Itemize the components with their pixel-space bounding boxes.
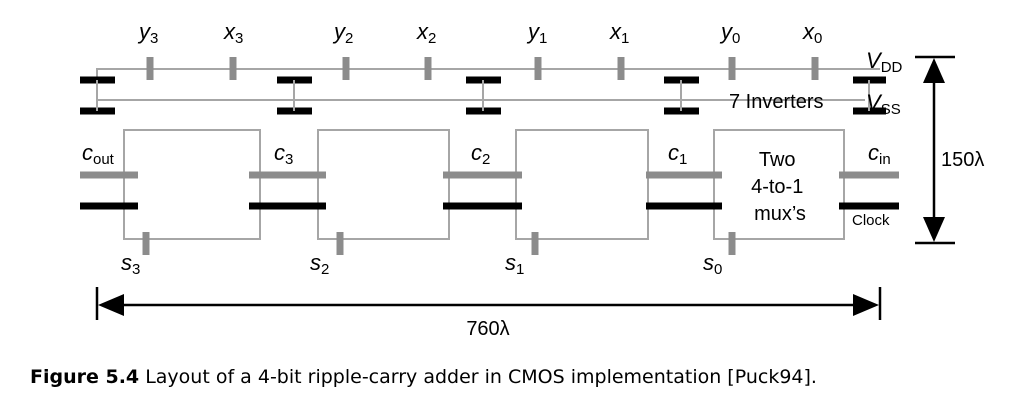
input-ticks bbox=[146, 57, 819, 80]
input-label: y1 bbox=[526, 19, 547, 47]
clock-label: Clock bbox=[852, 212, 890, 229]
carry-label: cin bbox=[868, 140, 891, 168]
sum-label: s0 bbox=[703, 250, 722, 278]
adder-cell bbox=[123, 129, 261, 240]
input-label: y3 bbox=[137, 19, 158, 47]
carry-label: c3 bbox=[274, 140, 293, 168]
input-label: y0 bbox=[719, 19, 740, 47]
sum-label: s2 bbox=[310, 250, 329, 278]
vss-label: VSS bbox=[866, 90, 901, 118]
arrow-right-icon bbox=[853, 294, 879, 316]
input-label: x0 bbox=[802, 19, 822, 47]
adder-cell bbox=[515, 129, 649, 240]
carry-label: cout bbox=[82, 140, 115, 168]
input-label: x1 bbox=[609, 19, 629, 47]
arrow-left-icon bbox=[98, 294, 124, 316]
height-dimension: 150λ bbox=[915, 55, 984, 245]
adder-cells bbox=[123, 129, 845, 240]
sum-label: s1 bbox=[505, 250, 524, 278]
input-label: x3 bbox=[223, 19, 243, 47]
sum-ticks bbox=[142, 232, 736, 255]
arrow-up-icon bbox=[923, 58, 945, 83]
top-input-labels: y3 x3 y2 x2 y1 x1 y0 x0 bbox=[137, 19, 822, 47]
carry-label: c2 bbox=[471, 140, 490, 168]
carry-bars bbox=[80, 171, 899, 210]
carry-labels: cout c3 c2 c1 cin bbox=[82, 140, 891, 168]
width-dimension: 760λ bbox=[95, 287, 882, 340]
input-label: x2 bbox=[416, 19, 436, 47]
mux-label: Two 4-to-1 mux’s bbox=[751, 149, 809, 225]
inverter-pairs bbox=[80, 76, 886, 115]
carry-label: c1 bbox=[668, 140, 687, 168]
figure-number: Figure 5.4 bbox=[30, 366, 140, 388]
adder-cell bbox=[317, 129, 450, 240]
arrow-down-icon bbox=[923, 217, 945, 242]
width-label: 760λ bbox=[466, 318, 509, 340]
inverters-label: 7 Inverters bbox=[729, 91, 823, 113]
input-label: y2 bbox=[332, 19, 353, 47]
mux-cell bbox=[713, 129, 845, 240]
vdd-label: VDD bbox=[866, 48, 903, 76]
caption-text: Layout of a 4-bit ripple-carry adder in … bbox=[145, 366, 817, 388]
height-label: 150λ bbox=[941, 149, 984, 171]
sum-label: s3 bbox=[121, 250, 140, 278]
figure-caption: Figure 5.4 Layout of a 4-bit ripple-carr… bbox=[30, 366, 1000, 388]
sum-labels: s3 s2 s1 s0 bbox=[121, 250, 722, 278]
